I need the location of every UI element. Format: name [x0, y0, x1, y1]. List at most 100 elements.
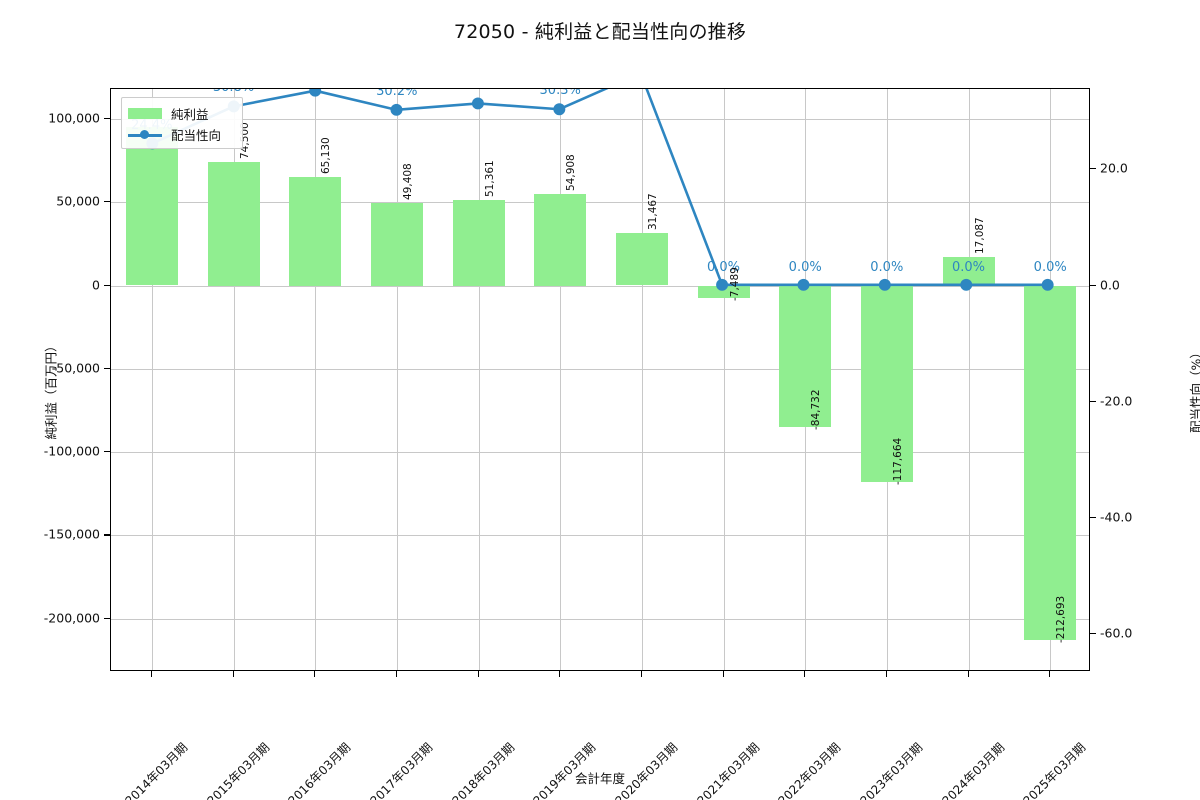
x-axis-tick-mark — [640, 671, 642, 677]
bar[interactable] — [860, 285, 913, 482]
bar[interactable] — [697, 285, 750, 299]
left-axis-tick-label: -100,000 — [43, 443, 100, 459]
right-axis-tick-label: 20.0 — [1100, 160, 1128, 176]
line-path — [151, 89, 1048, 287]
legend-label-net-income: 純利益 — [171, 107, 209, 122]
x-axis-tick-mark — [885, 671, 887, 677]
right-axis-tick-mark — [1090, 633, 1096, 635]
bar-value-label: -212,693 — [1055, 595, 1068, 643]
right-axis-title: 配当性向（%） — [1188, 346, 1200, 433]
gridline-vertical — [151, 89, 153, 670]
right-axis-tick-label: 0.0 — [1100, 277, 1120, 292]
gridline-vertical — [478, 89, 480, 670]
bar[interactable] — [1024, 285, 1077, 640]
gridline-vertical — [233, 89, 235, 670]
line-value-label: 0.0% — [870, 259, 904, 275]
x-axis-tick-mark — [722, 671, 724, 677]
bar[interactable] — [125, 127, 178, 286]
legend-item-payout-ratio[interactable]: 配当性向 — [128, 124, 236, 145]
bar-value-label: 65,130 — [320, 137, 333, 175]
bar-value-label: 51,361 — [483, 160, 496, 197]
line-value-label: 0.0% — [951, 259, 986, 275]
left-axis-tick-mark — [104, 201, 110, 203]
x-axis-tick-mark — [314, 671, 316, 677]
right-axis-tick-label: -60.0 — [1100, 625, 1133, 641]
bar[interactable] — [207, 161, 260, 286]
left-axis-tick-mark — [104, 284, 110, 286]
line-marker[interactable] — [309, 89, 322, 97]
left-axis-tick-label: 0 — [92, 277, 100, 293]
bar-value-label: -117,664 — [891, 437, 904, 485]
line-marker[interactable] — [797, 278, 810, 291]
bar[interactable] — [534, 194, 587, 286]
line-value-label: 0.0% — [706, 259, 741, 275]
line-marker[interactable] — [390, 103, 403, 116]
right-axis-tick-label: -40.0 — [1100, 509, 1133, 525]
right-axis-tick-mark — [1090, 168, 1096, 170]
gridline-horizontal — [111, 368, 1089, 370]
legend-item-net-income[interactable]: 純利益 — [128, 103, 236, 124]
bar[interactable] — [370, 203, 423, 286]
gridline-horizontal — [111, 119, 1089, 120]
gridline-horizontal — [111, 202, 1089, 204]
bar[interactable] — [452, 200, 505, 286]
left-axis-tick-label: 50,000 — [56, 193, 100, 209]
gridline-vertical — [396, 89, 398, 670]
bar-value-label: -84,732 — [810, 389, 823, 430]
bar-value-label: 17,087 — [973, 217, 986, 255]
chart-title: 72050 - 純利益と配当性向の推移 — [453, 21, 747, 43]
line-value-label: 31.3% — [458, 89, 499, 93]
left-axis-tick-mark — [104, 118, 110, 120]
left-axis-tick-label: -50,000 — [51, 360, 100, 376]
left-axis-title: 純利益（百万円） — [43, 339, 59, 440]
line-marker[interactable] — [471, 97, 484, 110]
left-axis-tick-mark — [104, 534, 110, 536]
legend-label-payout-ratio: 配当性向 — [171, 128, 222, 143]
bar-value-label: 49,408 — [401, 163, 414, 201]
gridline-horizontal — [111, 535, 1089, 537]
line-marker[interactable] — [1041, 278, 1054, 291]
gridline-vertical — [968, 89, 970, 670]
left-axis-tick-label: -200,000 — [43, 610, 100, 626]
left-axis-tick-mark — [104, 451, 110, 453]
line-series — [146, 89, 1054, 291]
bar-value-label: 31,467 — [646, 193, 659, 231]
line-marker[interactable] — [716, 278, 729, 291]
right-axis-tick-mark — [1090, 517, 1096, 519]
plot-area: 24.4%30.8%33.5%30.2%31.3%30.3%36.5%0.0%0… — [110, 88, 1090, 671]
bar-value-label: -7,489 — [728, 267, 741, 301]
line-value-label: 30.3% — [539, 88, 581, 99]
left-axis-tick-label: 100,000 — [48, 110, 100, 126]
gridline-vertical — [315, 89, 317, 670]
x-axis-tick-mark — [559, 671, 561, 677]
right-axis-tick-label: -20.0 — [1100, 393, 1133, 409]
gridline-horizontal — [111, 618, 1089, 620]
right-axis-tick-mark — [1090, 284, 1096, 286]
x-axis-tick-mark — [232, 671, 234, 677]
legend-line-marker-icon — [128, 129, 162, 140]
line-value-label: 30.8% — [213, 89, 254, 95]
line-value-label: 30.2% — [376, 88, 418, 99]
line-marker[interactable] — [553, 103, 566, 116]
left-axis-tick-label: -150,000 — [43, 526, 100, 542]
bar[interactable] — [289, 177, 342, 286]
legend-bar-swatch-icon — [128, 108, 162, 119]
gridline-vertical — [560, 89, 562, 670]
x-axis-tick-mark — [967, 671, 969, 677]
gridline-vertical — [723, 89, 725, 670]
x-axis-tick-mark — [804, 671, 806, 677]
line-value-label: 0.0% — [788, 259, 822, 275]
line-value-label: 0.0% — [1033, 259, 1067, 275]
gridline-horizontal — [111, 452, 1089, 454]
x-axis-tick-mark — [1049, 671, 1051, 677]
x-axis-tick-mark — [395, 671, 397, 677]
line-marker[interactable] — [960, 278, 973, 291]
x-axis-title: 会計年度 — [574, 771, 625, 786]
line-marker[interactable] — [878, 278, 891, 291]
x-axis-tick-mark — [150, 671, 152, 677]
right-axis-tick-mark — [1090, 400, 1096, 402]
legend[interactable]: 純利益 配当性向 — [121, 97, 243, 149]
bar[interactable] — [779, 285, 832, 427]
bar[interactable] — [615, 233, 668, 286]
